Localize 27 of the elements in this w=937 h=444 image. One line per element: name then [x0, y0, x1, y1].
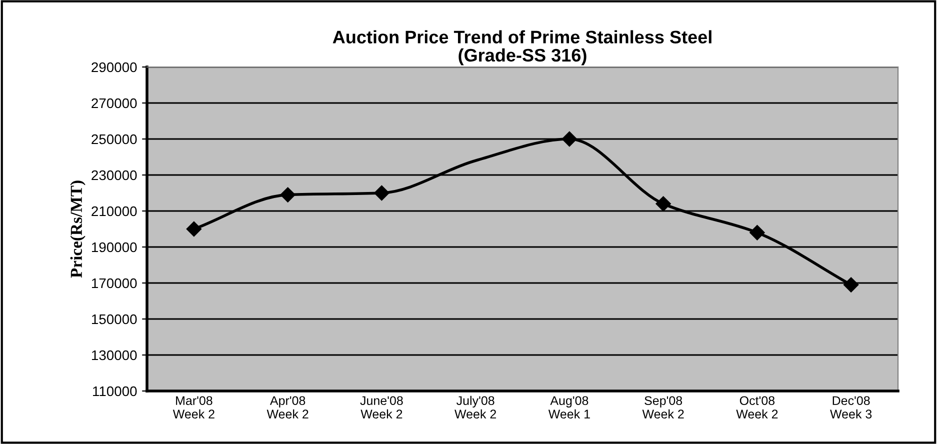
- x-tick-label: July'08 Week 2: [454, 396, 496, 419]
- x-tick-label: Apr'08 Week 2: [266, 396, 308, 419]
- y-tick-label: 150000: [92, 314, 137, 324]
- x-tick-label: Oct'08 Week 2: [736, 396, 778, 419]
- chart-title: Auction Price Trend of Prime Stainless Steel (Grade-SS 316): [332, 30, 712, 66]
- x-tick-label: June'08 Week 2: [360, 396, 403, 419]
- point: [186, 221, 202, 237]
- point: [750, 225, 765, 240]
- y-tick-label: 110000: [93, 386, 137, 396]
- point: [562, 131, 578, 147]
- x-tick-label: Dec'08 Week 3: [830, 396, 872, 419]
- point: [374, 185, 390, 201]
- y-axis-title: Price(Rs/MT): [70, 180, 86, 278]
- point: [843, 277, 859, 292]
- y-tick-label: 230000: [92, 170, 137, 180]
- y-tick-label: 250000: [92, 134, 137, 144]
- y-tick-label: 290000: [92, 62, 137, 72]
- y-tick-label: 190000: [92, 242, 137, 252]
- point: [280, 187, 296, 202]
- y-tick-label: 210000: [92, 206, 137, 216]
- x-tick-label: Mar'08 Week 2: [172, 396, 214, 419]
- y-tick-label: 130000: [92, 350, 137, 360]
- y-tick-label: 170000: [92, 278, 137, 288]
- x-tick-label: Sep'08 Week 2: [642, 396, 684, 419]
- point: [656, 196, 671, 212]
- y-tick-label: 270000: [92, 98, 137, 108]
- x-tick-label: Aug'08 Week 1: [548, 396, 590, 419]
